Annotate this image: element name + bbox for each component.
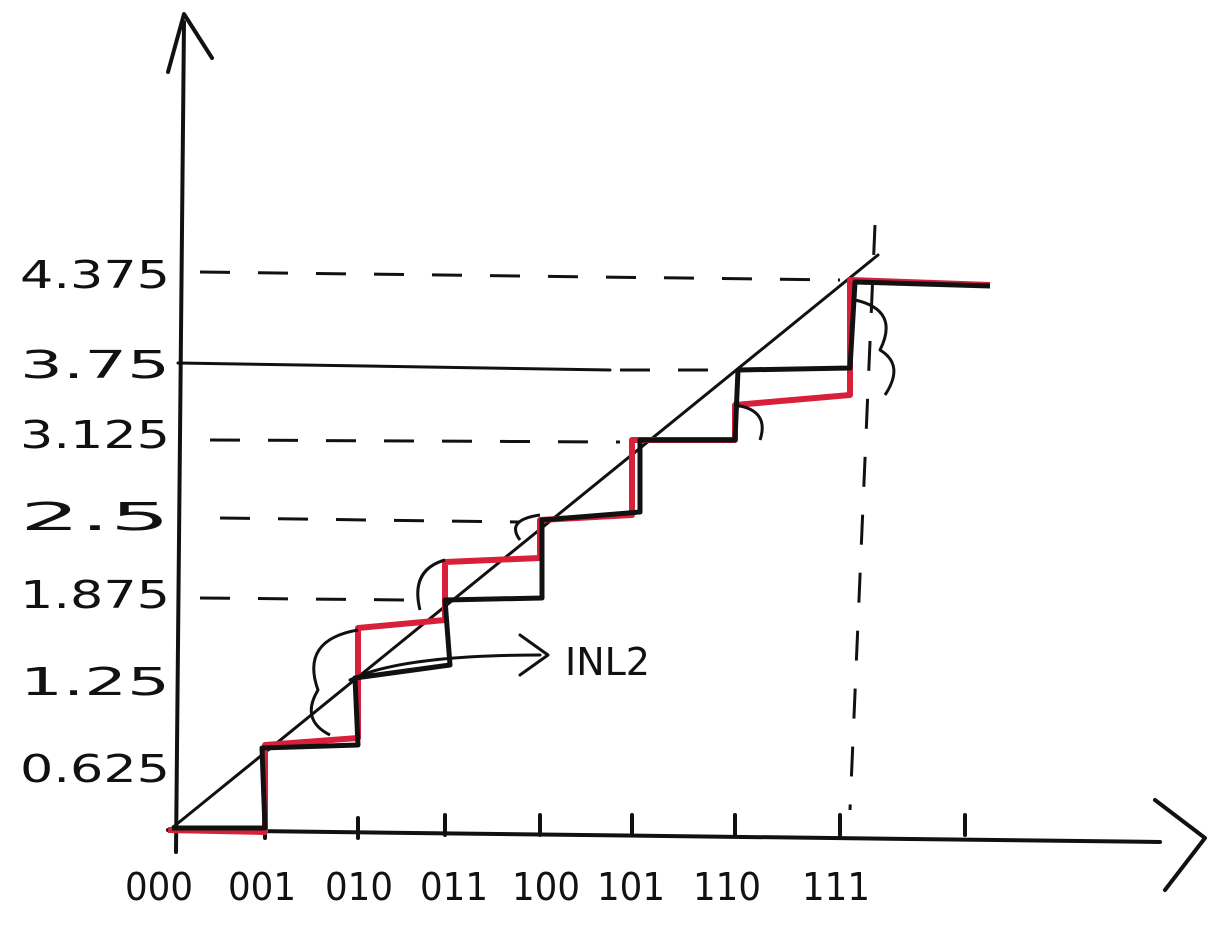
x-axis	[168, 800, 1205, 890]
y-label: 3.75	[20, 343, 170, 387]
annotation: INL2	[565, 640, 650, 684]
level-line	[200, 598, 410, 600]
x-label: 000	[125, 865, 193, 909]
y-label: 3.125	[20, 413, 170, 457]
y-axis	[168, 14, 212, 852]
diagram: INL2 4.375 3.75 3.125 2.5 1.875 1.25 0.625 000…	[0, 0, 1213, 929]
axes	[168, 14, 1205, 890]
level-line	[178, 363, 610, 370]
x-labels: 000 001 010 011 100 101 110 111	[125, 865, 870, 909]
level-line	[200, 272, 840, 280]
y-label: 1.875	[20, 573, 170, 617]
y-labels: 4.375 3.75 3.125 2.5 1.875 1.25 0.625	[20, 253, 170, 791]
x-label: 011	[420, 865, 488, 909]
x-label: 010	[325, 865, 393, 909]
x-label: 001	[228, 865, 296, 909]
level-line	[220, 518, 520, 522]
y-label: 1.25	[20, 660, 170, 704]
x-label: 111	[802, 865, 870, 909]
x-label: 100	[512, 865, 580, 909]
level-line	[210, 440, 620, 442]
x-label: 110	[693, 865, 761, 909]
y-label: 2.5	[20, 495, 170, 539]
y-label: 0.625	[20, 747, 170, 791]
x-label: 101	[597, 865, 665, 909]
y-label: 4.375	[20, 253, 170, 297]
